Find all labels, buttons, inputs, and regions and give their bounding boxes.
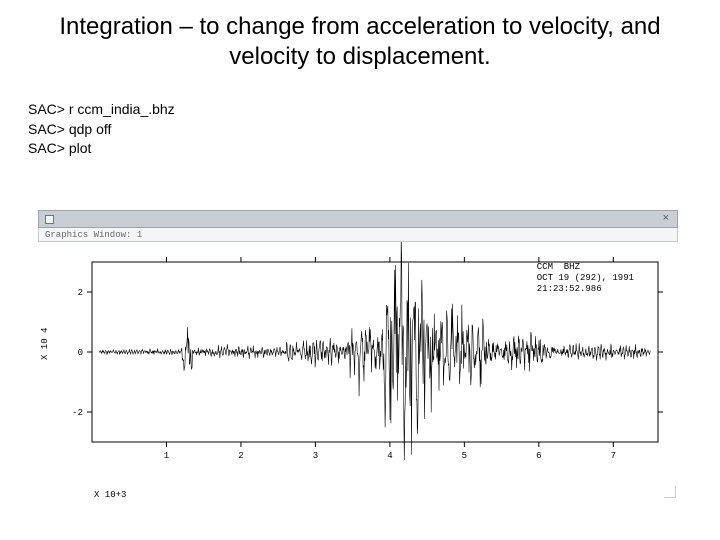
y-axis-label: X 10 4 [40, 328, 50, 360]
x-axis-label: X 10+3 [94, 490, 126, 500]
window-close-icon[interactable]: × [663, 212, 669, 224]
svg-text:2: 2 [78, 288, 83, 298]
svg-text:0: 0 [78, 348, 83, 358]
graphics-window: × Graphics Window: 1 -2 0 2 1 2 3 4 5 6 7 CCM BHZ… [38, 210, 678, 500]
svg-text:3: 3 [313, 451, 318, 461]
command-line: SAC> r ccm_india_.bhz [28, 100, 720, 120]
svg-text:7: 7 [611, 451, 616, 461]
svg-text:5: 5 [462, 451, 467, 461]
resize-handle-icon[interactable] [664, 486, 676, 498]
page-title: Integration – to change from acceleratio… [0, 0, 720, 72]
svg-text:2: 2 [238, 451, 243, 461]
command-block: SAC> r ccm_india_.bhz SAC> qdp off SAC> … [0, 72, 720, 159]
command-line: SAC> plot [28, 139, 720, 159]
svg-text:1: 1 [164, 451, 169, 461]
window-menu-icon[interactable] [45, 215, 54, 224]
svg-text:-2: -2 [72, 408, 83, 418]
window-subtitle: Graphics Window: 1 [38, 228, 678, 242]
command-line: SAC> qdp off [28, 120, 720, 140]
trace-info: CCM BHZ OCT 19 (292), 1991 21:23:52.986 [537, 262, 634, 294]
svg-text:4: 4 [387, 451, 392, 461]
svg-text:6: 6 [536, 451, 541, 461]
window-titlebar[interactable]: × [38, 210, 678, 228]
